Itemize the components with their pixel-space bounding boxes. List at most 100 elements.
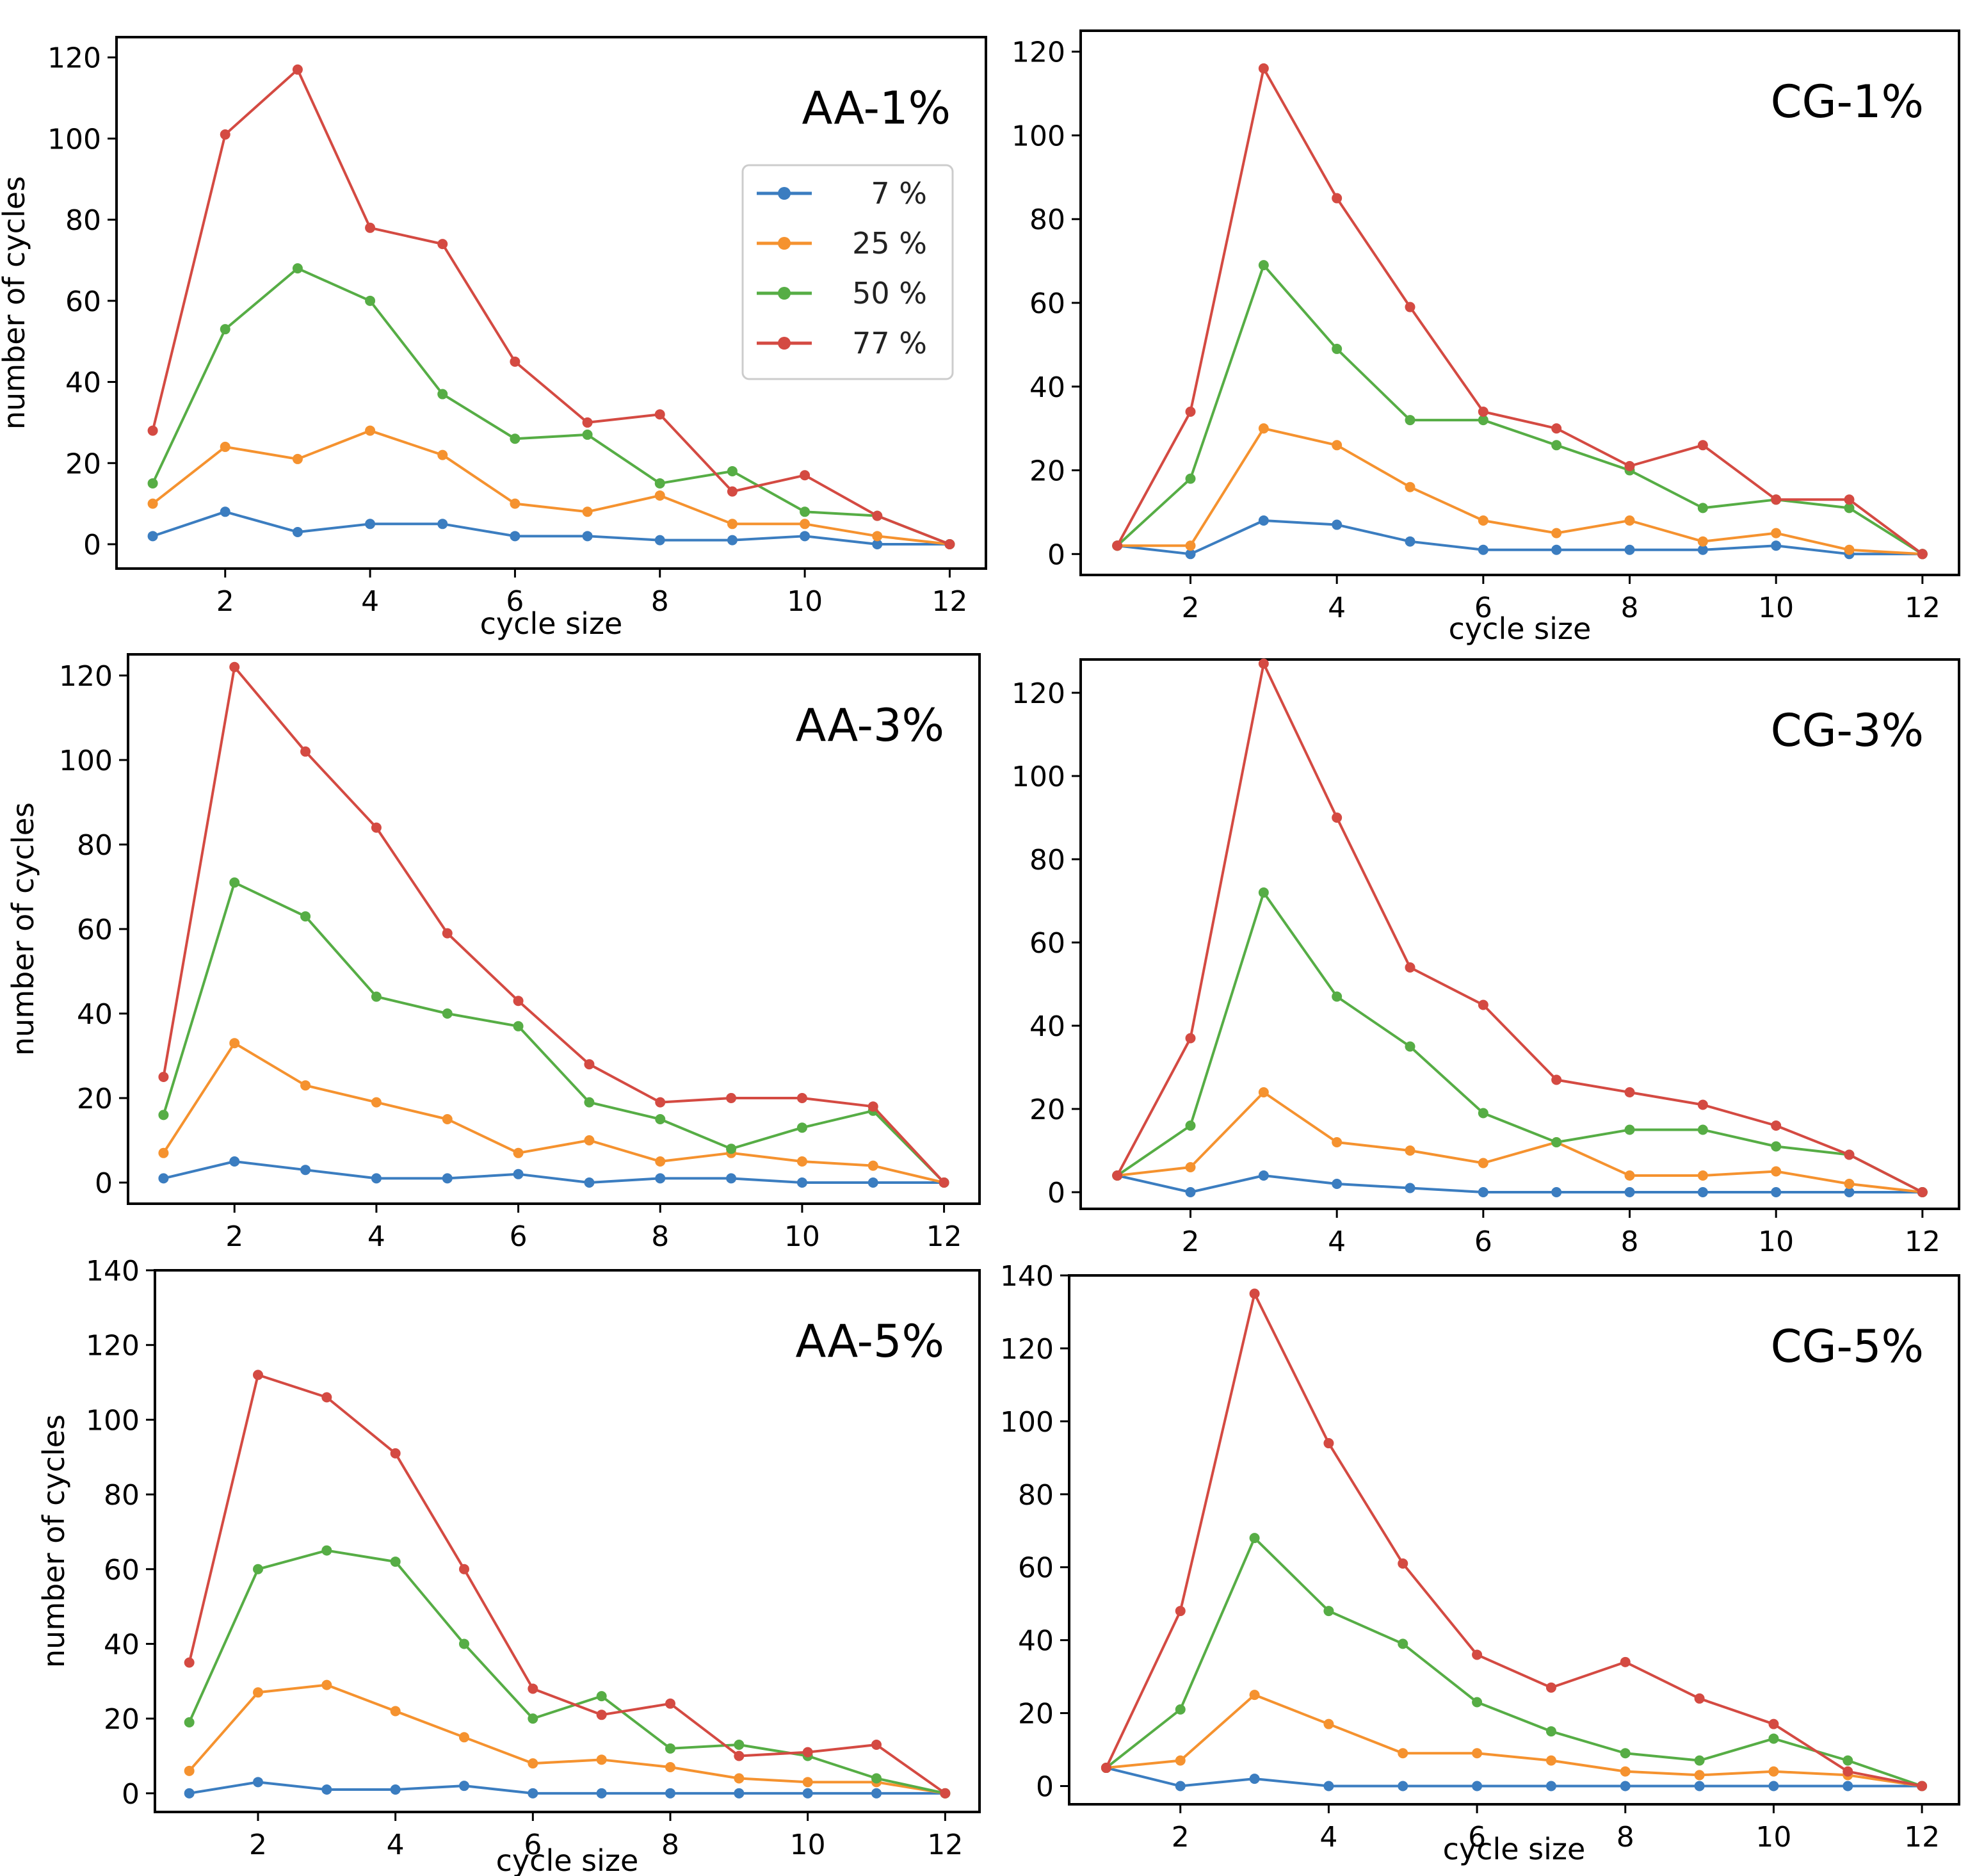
y-tick-label: 80	[77, 829, 113, 862]
data-point	[510, 498, 520, 509]
data-point	[1545, 1726, 1556, 1737]
data-point	[1332, 343, 1343, 354]
data-point	[437, 519, 448, 530]
data-point	[1112, 1170, 1123, 1181]
y-tick-label: 0	[83, 529, 101, 562]
data-point	[1768, 1718, 1779, 1729]
data-point	[1478, 1187, 1488, 1197]
data-point	[184, 1657, 195, 1668]
data-point	[734, 1739, 745, 1750]
data-point	[528, 1683, 538, 1694]
data-point	[1545, 1755, 1556, 1766]
data-point	[1112, 540, 1123, 551]
x-tick-label: 12	[1905, 1225, 1940, 1258]
series-line-50pct	[1116, 264, 1923, 556]
data-point	[654, 478, 665, 489]
series-line-77pct	[151, 68, 951, 546]
data-point	[1551, 423, 1562, 434]
data-point	[1405, 1145, 1416, 1156]
legend-label: 7 %	[871, 176, 927, 211]
data-point	[1771, 494, 1782, 505]
data-point	[1551, 440, 1562, 451]
data-point	[321, 1392, 332, 1403]
data-point	[1185, 1187, 1196, 1197]
data-point	[229, 1038, 240, 1049]
data-point	[800, 519, 811, 530]
data-point	[727, 486, 738, 497]
data-point	[371, 1173, 382, 1184]
data-point	[596, 1691, 607, 1702]
y-tick-label: 0	[122, 1778, 140, 1811]
data-point	[1323, 1438, 1334, 1449]
data-point	[867, 1177, 878, 1188]
data-point	[726, 1093, 737, 1103]
y-axis-label: number of cycles	[0, 176, 31, 430]
data-point	[365, 425, 376, 436]
x-tick-label: 6	[1474, 592, 1492, 624]
data-point	[1472, 1697, 1483, 1708]
data-point	[1697, 1124, 1708, 1135]
data-point	[1844, 544, 1855, 555]
plot-frame	[1079, 658, 1960, 1210]
data-point	[800, 531, 811, 542]
y-tick-label: 0	[1036, 1771, 1054, 1804]
data-point	[1332, 1137, 1343, 1147]
data-point	[1697, 440, 1708, 451]
data-point	[437, 449, 448, 460]
data-point	[371, 991, 382, 1002]
y-tick-label: 120	[47, 42, 101, 75]
data-point	[321, 1679, 332, 1690]
y-tick-label: 20	[1018, 1698, 1054, 1731]
data-point	[442, 928, 453, 939]
y-tick-label: 80	[65, 204, 101, 237]
data-point	[1332, 813, 1343, 823]
data-point	[1185, 540, 1196, 551]
x-tick-label: 10	[787, 585, 823, 618]
series-line-77pct	[188, 1373, 946, 1795]
series-line-25pct	[188, 1683, 946, 1795]
data-point	[220, 506, 230, 517]
data-point	[1620, 1748, 1631, 1759]
data-point	[459, 1732, 469, 1743]
data-point	[1405, 536, 1416, 547]
data-point	[1185, 1033, 1196, 1044]
data-point	[796, 1156, 807, 1167]
data-point	[1771, 540, 1782, 551]
data-point	[1249, 1533, 1260, 1544]
data-point	[390, 1557, 401, 1567]
data-point	[1175, 1755, 1186, 1766]
data-point	[513, 1147, 524, 1158]
data-point	[253, 1370, 263, 1380]
data-point	[584, 1135, 595, 1145]
series-line-50pct	[1117, 891, 1923, 1193]
data-point	[1624, 1087, 1635, 1097]
data-point	[1624, 461, 1635, 471]
x-tick-label: 10	[784, 1220, 820, 1253]
series-line-25pct	[1117, 1091, 1923, 1193]
y-tick-label: 20	[1029, 1094, 1065, 1126]
data-point	[158, 1072, 169, 1082]
data-point	[229, 661, 240, 672]
data-point	[321, 1545, 332, 1556]
data-point	[1624, 1124, 1635, 1135]
data-point	[1405, 481, 1416, 492]
data-point	[1551, 528, 1562, 538]
data-point	[1258, 63, 1269, 74]
data-point	[292, 263, 303, 274]
data-point	[1185, 1120, 1196, 1131]
legend-label: 50 %	[852, 276, 927, 311]
y-tick-label: 20	[65, 448, 101, 480]
x-tick-label: 8	[651, 585, 669, 618]
series-line-25pct	[1106, 1694, 1923, 1788]
data-point	[1332, 519, 1343, 530]
data-point	[1258, 260, 1269, 271]
data-point	[1478, 1108, 1488, 1119]
data-point	[1620, 1656, 1631, 1667]
series-line-77pct	[1105, 1292, 1923, 1788]
x-tick-label: 8	[1621, 1225, 1639, 1258]
data-point	[1472, 1781, 1483, 1791]
data-point	[1258, 887, 1269, 898]
